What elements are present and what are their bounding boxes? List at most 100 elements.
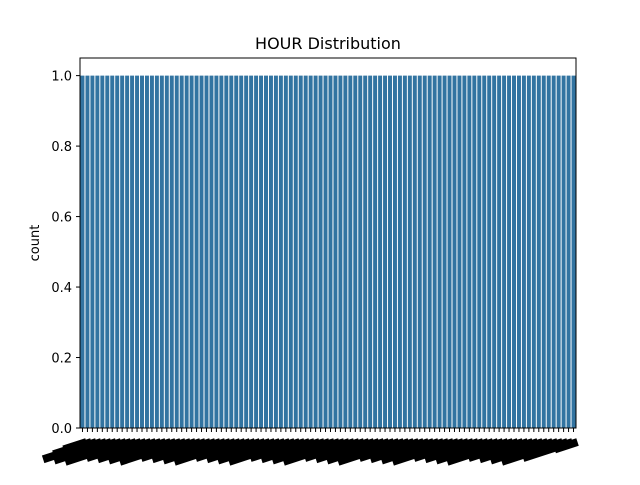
bar xyxy=(556,75,561,429)
bar xyxy=(144,75,149,429)
bar xyxy=(100,75,105,429)
bar xyxy=(447,75,452,429)
bar xyxy=(363,75,368,429)
bar xyxy=(477,75,482,429)
bar xyxy=(273,75,278,429)
bar xyxy=(512,75,516,429)
bar xyxy=(149,75,154,429)
bar xyxy=(571,75,576,429)
bar xyxy=(174,75,179,429)
bar xyxy=(452,75,457,429)
bar xyxy=(566,75,571,429)
bar xyxy=(164,75,169,429)
bar xyxy=(105,75,110,429)
bar xyxy=(254,75,259,429)
bar xyxy=(561,75,566,429)
bar xyxy=(546,75,551,429)
bar xyxy=(333,75,338,429)
bar xyxy=(402,75,407,429)
bar xyxy=(412,75,417,429)
y-tick-label: 0.8 xyxy=(51,140,72,155)
bar xyxy=(482,75,487,429)
bar xyxy=(392,75,397,429)
bar xyxy=(487,75,492,429)
bar xyxy=(140,75,144,429)
bar xyxy=(343,75,348,429)
bar xyxy=(516,75,521,429)
bar xyxy=(130,75,135,429)
bar xyxy=(303,75,308,429)
bar xyxy=(536,75,541,429)
bar xyxy=(551,75,556,429)
bar xyxy=(358,75,363,429)
bar xyxy=(427,75,432,429)
bar xyxy=(531,75,536,429)
bar xyxy=(378,75,383,429)
bar xyxy=(169,75,174,429)
bar xyxy=(457,75,462,429)
bar xyxy=(264,75,268,429)
axes-frame xyxy=(79,57,577,429)
bar xyxy=(353,75,358,429)
y-tick-label: 0.6 xyxy=(51,211,72,226)
bar xyxy=(278,75,283,429)
bar xyxy=(259,75,264,429)
bar xyxy=(323,75,328,429)
bar xyxy=(110,75,115,429)
bar xyxy=(462,75,467,429)
bar xyxy=(244,75,249,429)
bar xyxy=(204,75,209,429)
bar xyxy=(298,75,303,429)
bar xyxy=(397,75,402,429)
bar xyxy=(219,75,224,429)
bar xyxy=(541,75,546,429)
bar xyxy=(328,75,333,429)
bar xyxy=(209,75,214,429)
bar xyxy=(224,75,229,429)
bar xyxy=(472,75,477,429)
bar xyxy=(348,75,353,429)
x-axis-ticks xyxy=(41,428,579,466)
bar xyxy=(189,75,194,429)
bar xyxy=(492,75,497,429)
bar xyxy=(90,75,95,429)
y-tick-label: 1.0 xyxy=(51,70,72,85)
bar xyxy=(184,75,189,429)
bar xyxy=(159,75,164,429)
y-tick-label: 0.4 xyxy=(51,281,72,296)
bar xyxy=(507,75,512,429)
bar xyxy=(283,75,288,429)
bar xyxy=(249,75,254,429)
bar xyxy=(85,75,90,429)
bar xyxy=(194,75,199,429)
bar xyxy=(368,75,373,429)
bar xyxy=(120,75,125,429)
bar xyxy=(199,75,204,429)
bar xyxy=(373,75,378,429)
bar xyxy=(115,75,120,429)
bar xyxy=(214,75,219,429)
bar xyxy=(407,75,412,429)
bar xyxy=(521,75,526,429)
bar xyxy=(308,75,313,429)
bar xyxy=(313,75,318,429)
bar xyxy=(179,75,184,429)
bar xyxy=(338,75,343,429)
bar xyxy=(293,75,298,429)
bar xyxy=(234,75,239,429)
bar xyxy=(318,75,323,429)
bar xyxy=(442,75,447,429)
bar xyxy=(80,75,85,429)
x-tick-label xyxy=(553,438,579,454)
bar xyxy=(154,75,159,429)
bar xyxy=(135,75,140,429)
y-tick-label: 0.0 xyxy=(51,422,72,437)
bar xyxy=(95,75,100,429)
bar xyxy=(125,75,130,429)
bar xyxy=(388,75,392,429)
bar xyxy=(467,75,472,429)
bars-group xyxy=(80,75,576,429)
bar xyxy=(288,75,293,429)
bar xyxy=(417,75,422,429)
